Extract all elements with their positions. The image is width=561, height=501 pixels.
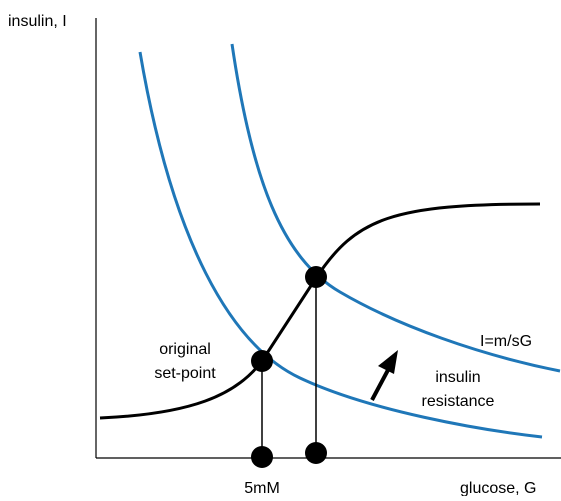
x-axis-label: glucose, G [460, 480, 536, 496]
set-point-dot [305, 266, 327, 288]
annotation: resistance [422, 393, 495, 410]
curve-label: I=m/sG [480, 333, 532, 350]
y-axis-label: insulin, I [8, 13, 67, 30]
axis-dot [251, 446, 273, 468]
arrow-head [378, 350, 398, 374]
annotation: set-point [154, 365, 216, 382]
arrow-shaft [370, 369, 390, 401]
axis-dot [305, 442, 327, 464]
annotation: insulin [435, 369, 480, 386]
annotation: original [159, 341, 211, 358]
hyperbola-resistant [230, 43, 561, 373]
hyperbola-original [138, 51, 543, 439]
set-point-dot [251, 350, 273, 372]
x-marker-label: 5mM [244, 480, 280, 496]
